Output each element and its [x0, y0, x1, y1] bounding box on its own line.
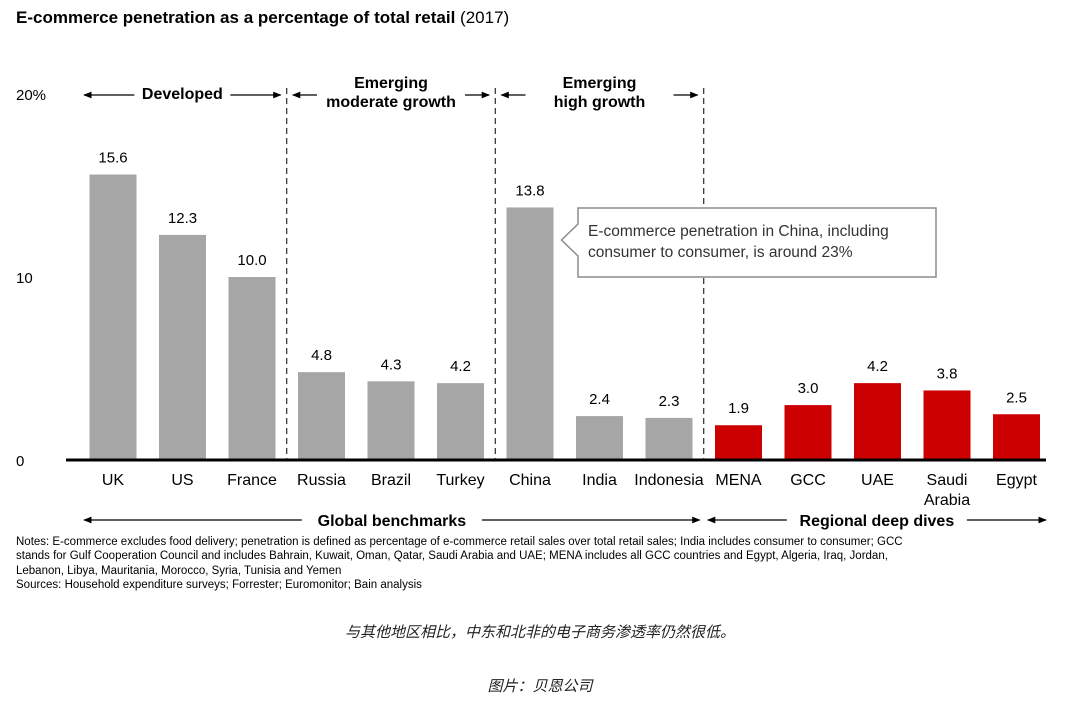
notes-line: stands for Gulf Cooperation Council and … [16, 550, 888, 563]
notes-line: Notes: E-commerce excludes food delivery… [16, 536, 903, 548]
x-tick-label: Indonesia [634, 472, 703, 489]
y-tick-label: 20% [16, 87, 46, 104]
bar-value-label: 3.0 [798, 380, 819, 397]
bar-value-label: 4.3 [381, 356, 402, 373]
bar [854, 383, 901, 460]
bar-value-label: 2.5 [1006, 389, 1027, 406]
chart-title-main: E-commerce penetration as a percentage o… [16, 8, 456, 27]
bar [437, 383, 484, 460]
notes-line: Lebanon, Libya, Mauritania, Morocco, Syr… [16, 564, 342, 577]
group-header-label: high growth [554, 94, 646, 111]
bar [923, 390, 971, 460]
bar [159, 234, 206, 460]
x-tick-label: MENA [715, 472, 762, 489]
bar-value-label: 4.2 [450, 358, 471, 375]
bar [228, 277, 276, 460]
bar [89, 174, 137, 460]
x-tick-label: Saudi [927, 472, 968, 489]
bar [715, 425, 762, 460]
bar [506, 207, 554, 460]
bar [993, 414, 1040, 460]
bar [784, 405, 832, 460]
y-tick-label: 0 [16, 453, 24, 470]
group-header-label: Emerging [563, 75, 637, 92]
chart-area: 20% 10 0 15.6 UK 12.3 US 10.0 France 4.8 Russia 4.… [16, 75, 1047, 530]
bar [367, 381, 415, 460]
x-tick-label: India [582, 472, 617, 489]
bar-value-label: 15.6 [98, 150, 127, 167]
bar-value-label: 2.4 [589, 391, 610, 408]
bar [298, 372, 345, 460]
callout-text: E-commerce penetration in China, includi… [588, 223, 889, 240]
bar [645, 417, 693, 460]
bar-value-label: 4.2 [867, 358, 888, 375]
x-tick-label: Brazil [371, 472, 411, 489]
image-source-caption: 图片：贝恩公司 [487, 677, 593, 695]
bar-value-label: 1.9 [728, 400, 749, 417]
bar [576, 416, 623, 460]
group-header-label: Emerging [354, 75, 428, 92]
x-tick-label: Egypt [996, 472, 1037, 489]
image-caption: 与其他地区相比，中东和北非的电子商务渗透率仍然很低。 [344, 623, 735, 641]
x-tick-label: Arabia [924, 492, 970, 509]
callout-text: consumer to consumer, is around 23% [588, 244, 853, 261]
chart-notes: Notes: E-commerce excludes food delivery… [16, 535, 1066, 592]
x-tick-label: UK [102, 472, 125, 489]
bar-value-label: 10.0 [237, 252, 266, 269]
bar-value-label: 2.3 [659, 393, 680, 410]
x-tick-label: UAE [861, 472, 894, 489]
chart-title: E-commerce penetration as a percentage o… [16, 8, 509, 28]
bar-value-label: 12.3 [168, 210, 197, 227]
group-header-label: moderate growth [326, 94, 456, 111]
bottom-group-label: Global benchmarks [318, 513, 467, 530]
bottom-group-label: Regional deep dives [800, 513, 955, 530]
y-tick-label: 10 [16, 270, 33, 287]
x-tick-label: US [171, 472, 193, 489]
callout-box [560, 207, 937, 278]
x-tick-label: GCC [790, 472, 826, 489]
bar-value-label: 3.8 [937, 365, 958, 382]
x-tick-label: Russia [297, 472, 346, 489]
group-header-label: Developed [142, 86, 223, 103]
x-tick-label: China [509, 472, 551, 489]
sources-line: Sources: Household expenditure surveys; … [16, 578, 422, 591]
bar-value-label: 4.8 [311, 347, 332, 364]
bar-value-label: 13.8 [515, 182, 544, 199]
x-tick-label: France [227, 472, 277, 489]
x-tick-label: Turkey [436, 472, 484, 489]
chart-title-year: (2017) [460, 8, 510, 27]
